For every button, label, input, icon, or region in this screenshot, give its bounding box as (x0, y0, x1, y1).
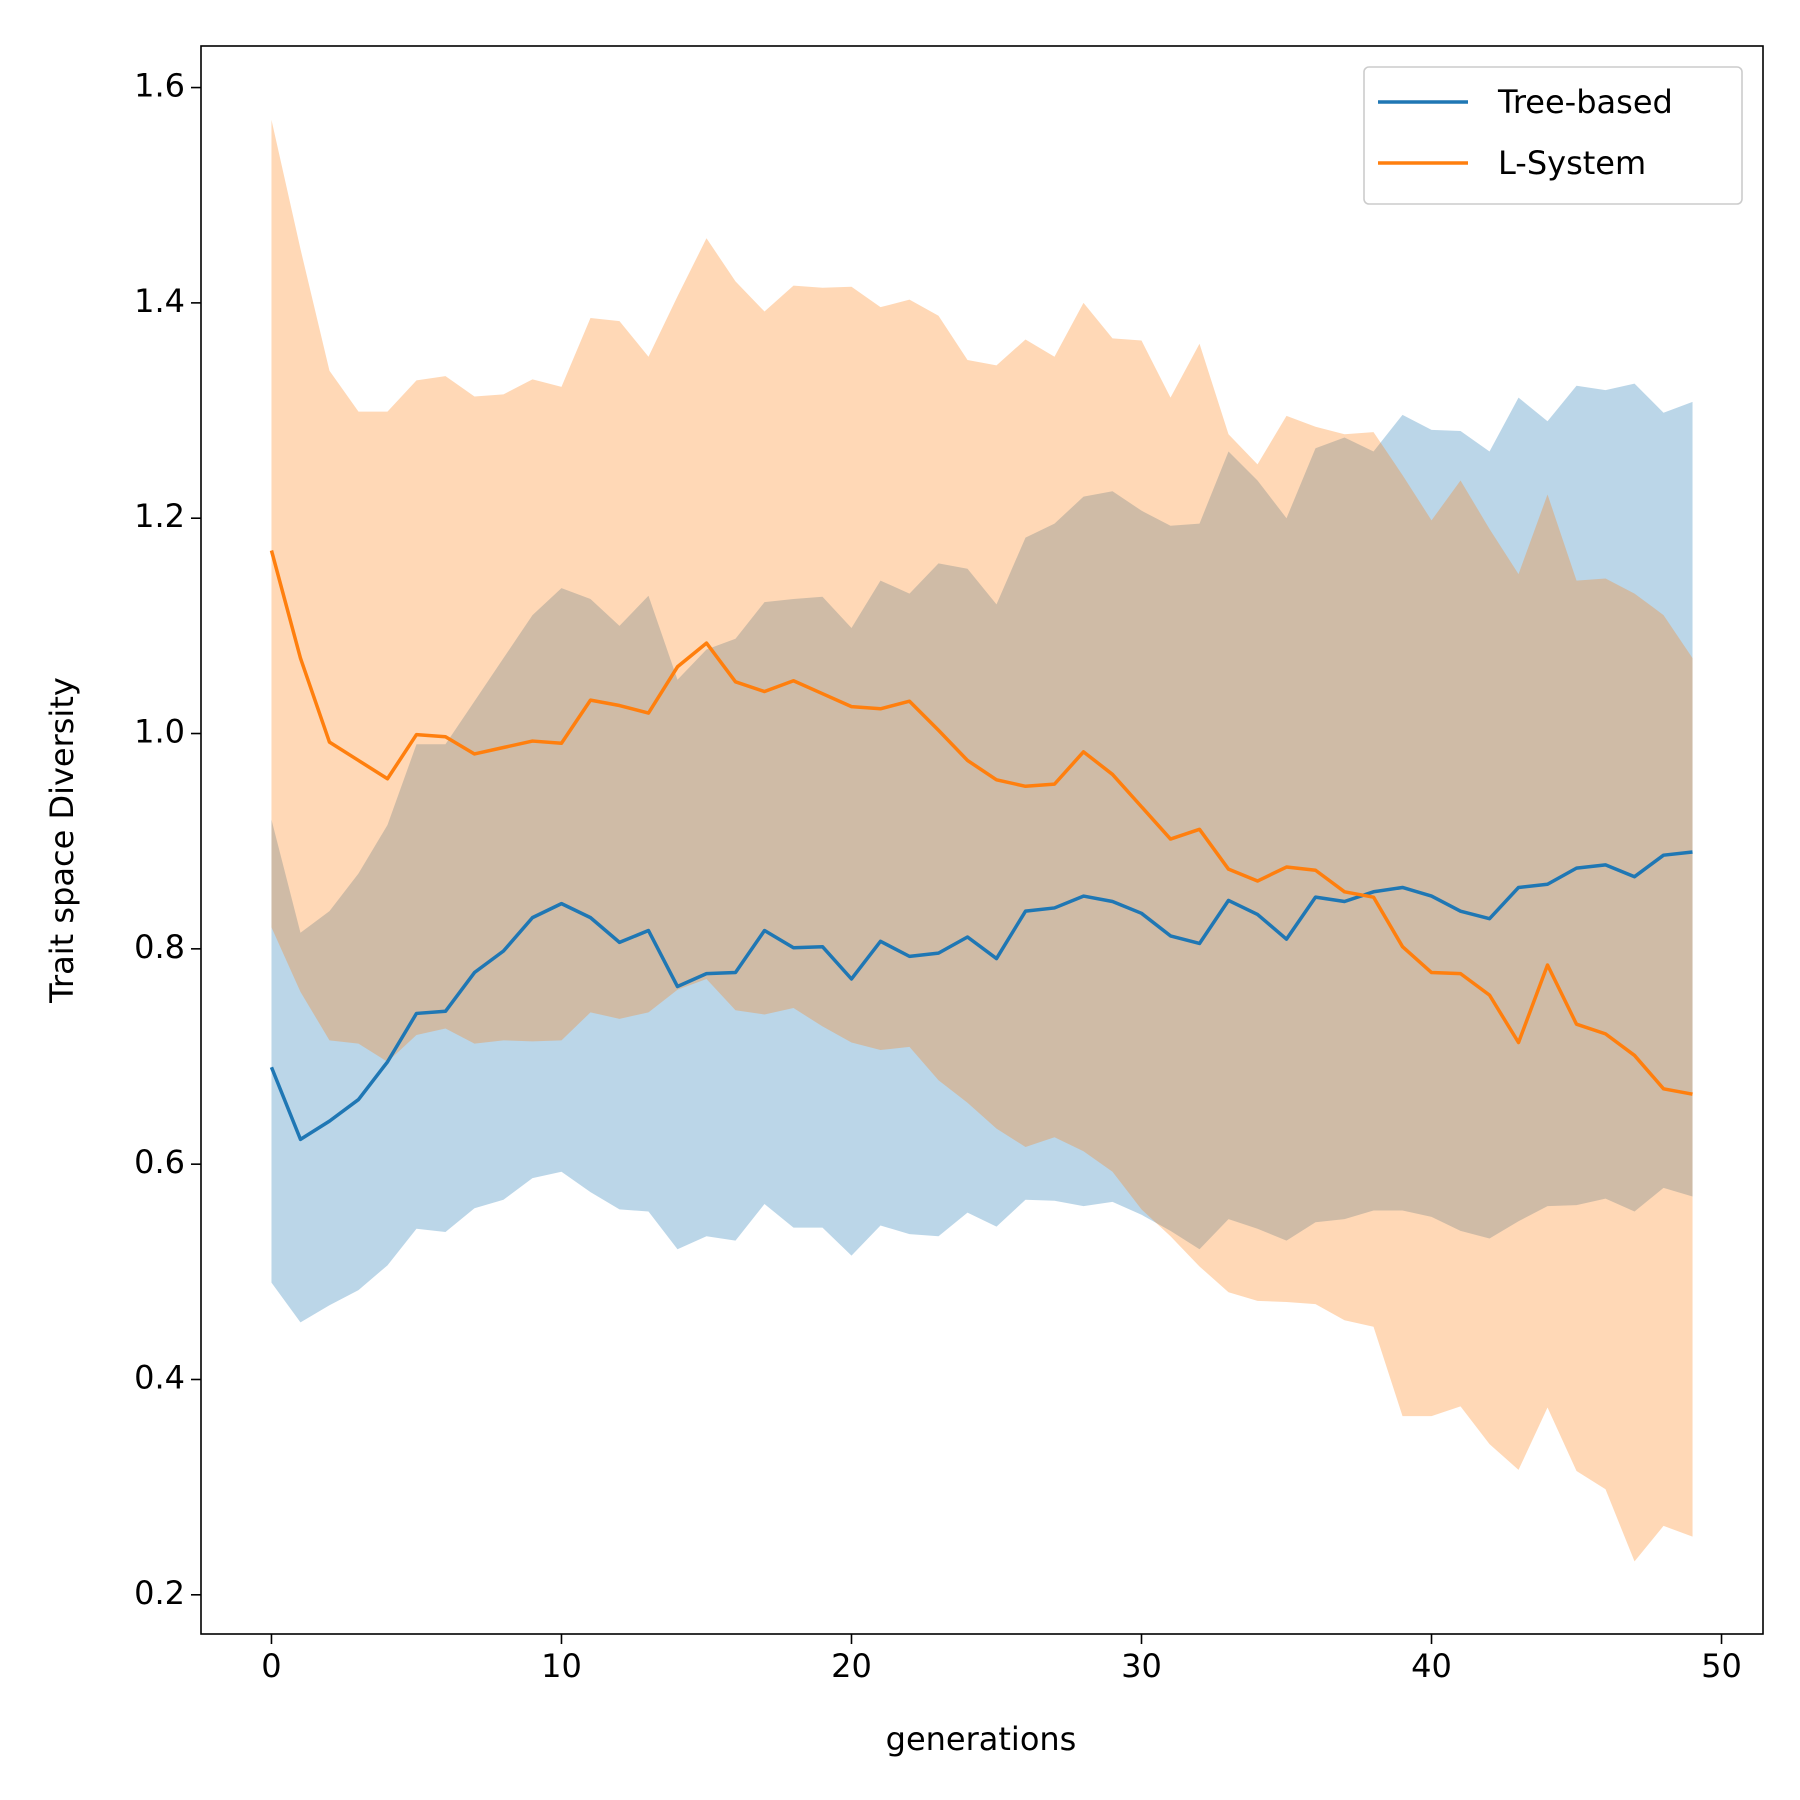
y-tick-label: 0.4 (134, 1358, 185, 1396)
confidence-band (271, 383, 1693, 1323)
y-tick-label: 0.6 (134, 1143, 185, 1181)
axes: 0 10 20 30 40 50 0.2 0.4 0.6 0.8 1.0 1.2 1.4 1.6 (134, 45, 1764, 1685)
legend-label: Tree-based (1497, 83, 1673, 121)
y-tick-label: 0.2 (134, 1574, 185, 1612)
plot-frame (200, 45, 1764, 1635)
series-line (269, 550, 1693, 1096)
y-tick-label: 1.0 (134, 713, 185, 751)
bands (271, 119, 1693, 1562)
x-tick-label: 20 (831, 1647, 872, 1685)
legend-label: L-System (1498, 144, 1646, 182)
x-tick-label: 30 (1121, 1647, 1162, 1685)
x-tick-label: 0 (261, 1647, 281, 1685)
x-axis-label: generations (886, 1720, 1077, 1758)
lines (269, 550, 1693, 1142)
y-tick-label: 1.2 (134, 497, 185, 535)
x-tick-label: 10 (541, 1647, 582, 1685)
y-tick-label: 0.8 (134, 928, 185, 966)
y-axis-label: Trait space Diversity (43, 677, 81, 1004)
legend: Tree-based L-System (1363, 66, 1743, 205)
confidence-band (271, 119, 1693, 1562)
y-tick-label: 1.6 (134, 67, 185, 105)
series-line (269, 850, 1693, 1142)
x-tick-label: 40 (1411, 1647, 1452, 1685)
x-tick-label: 50 (1701, 1647, 1742, 1685)
y-tick-label: 1.4 (134, 282, 185, 320)
